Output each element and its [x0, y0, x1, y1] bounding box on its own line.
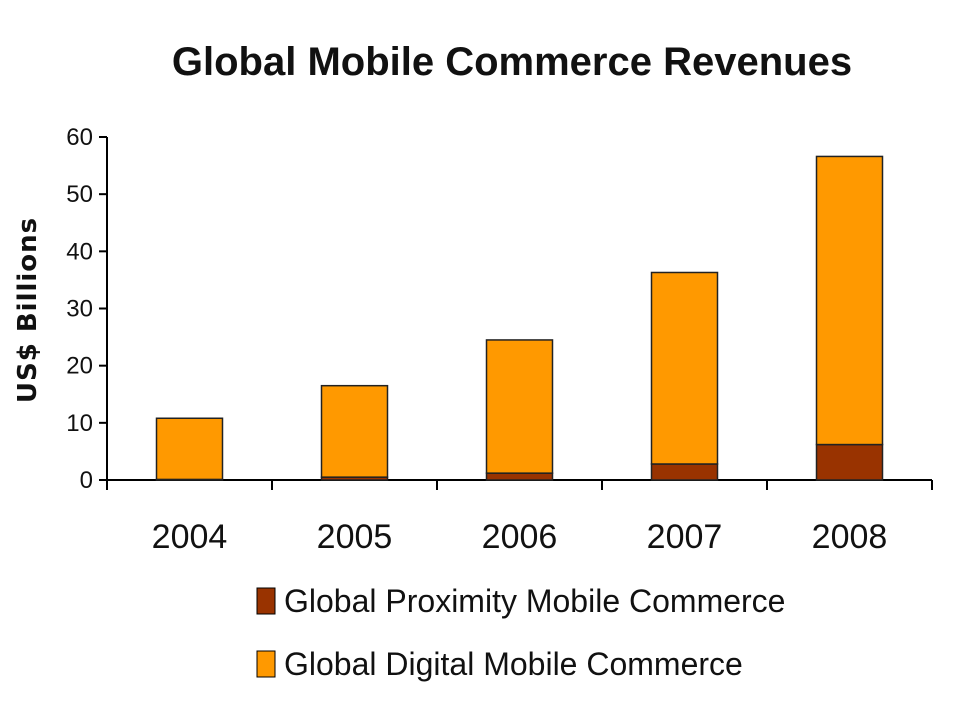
y-tick-label: 0 [80, 467, 93, 494]
bar-digital-2006 [485, 339, 554, 474]
x-tick-label: 2008 [812, 518, 888, 556]
x-tick-label: 2004 [152, 518, 228, 556]
x-tick-label: 2005 [317, 518, 393, 556]
x-tick-label: 2007 [647, 518, 723, 556]
x-tick-label: 2006 [482, 518, 558, 556]
bar-proximity-2008 [815, 443, 884, 481]
bar-proximity-2007 [650, 463, 719, 481]
plot-area: 0 10 20 30 40 50 60 2004 2005 2006 2007 2008 [66, 124, 933, 556]
y-tick-label: 30 [66, 296, 93, 323]
legend-label-digital: Global Digital Mobile Commerce [284, 646, 743, 682]
bar-digital-2005 [320, 384, 389, 478]
bar-digital-2004 [155, 417, 224, 481]
legend: Global Proximity Mobile Commerce Global … [256, 583, 785, 682]
y-tick-label: 10 [66, 410, 93, 437]
y-tick-label: 50 [66, 181, 93, 208]
legend-swatch-proximity [256, 587, 276, 615]
y-tick-label: 40 [66, 238, 93, 265]
legend-label-proximity: Global Proximity Mobile Commerce [284, 583, 785, 619]
y-axis-label: US$ Billions [13, 217, 43, 403]
y-tick-label: 20 [66, 353, 93, 380]
bar-digital-2007 [650, 271, 719, 465]
bar-proximity-2006 [485, 472, 554, 481]
chart-title: Global Mobile Commerce Revenues [172, 40, 852, 84]
y-tick-label: 60 [66, 124, 93, 151]
bar-digital-2008 [815, 155, 884, 446]
legend-swatch-digital [256, 650, 276, 678]
